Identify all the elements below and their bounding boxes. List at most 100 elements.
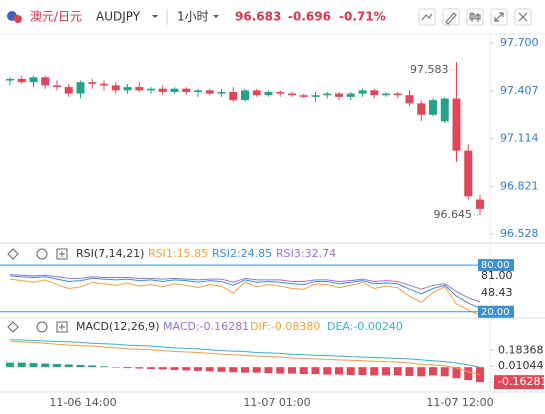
histogram-bar (299, 367, 308, 375)
fullscreen-button[interactable] (490, 8, 508, 26)
candle-body (299, 95, 308, 97)
candle-body (147, 88, 155, 91)
histogram-bar (123, 367, 132, 369)
histogram-bar (241, 367, 249, 373)
draw-button[interactable] (442, 8, 460, 26)
legend-entry: MACD:-0.16281 (163, 320, 249, 333)
candle-body (170, 88, 179, 92)
candle-body (205, 90, 214, 94)
y-tick-label: 97.407 (500, 84, 539, 97)
hide-icon[interactable] (7, 248, 19, 260)
candle-body (6, 78, 14, 81)
candle-body (429, 100, 437, 115)
y-tick-label: -0.16281 (498, 375, 545, 388)
change: -0.696 (288, 10, 331, 24)
histogram-bar (158, 367, 167, 370)
flag-icon (14, 15, 22, 23)
settings-icon[interactable] (36, 248, 48, 260)
candle-body (135, 87, 144, 91)
histogram-bar (76, 364, 85, 368)
y-tick-label: 96.821 (500, 179, 539, 192)
histogram-bar (135, 367, 144, 369)
y-tick-label: 0.01044 (498, 359, 544, 372)
candle-body (370, 90, 379, 96)
histogram-bar (311, 367, 320, 375)
histogram-bar (464, 367, 473, 381)
close-button[interactable] (514, 8, 532, 26)
candle-body (452, 98, 461, 151)
candle-body (358, 90, 367, 94)
settings-icon[interactable] (36, 321, 48, 333)
histogram-bar (440, 367, 449, 377)
dropdown-icon[interactable] (152, 15, 158, 18)
dropdown-icon[interactable] (213, 15, 219, 18)
x-tick-label: 11-07 12:00 (426, 396, 493, 409)
header: 澳元/日元 AUDJPY 1小时 96.683 -0.696 -0.71% (7, 8, 532, 26)
close-icon (518, 12, 528, 22)
x-tick-label: 11-06 14:00 (49, 396, 116, 409)
candle-body (335, 93, 343, 97)
price: 96.683 (235, 10, 281, 24)
histogram-bar (264, 367, 273, 374)
candle-body (111, 85, 120, 91)
histogram-bar (288, 367, 296, 374)
tick-label-box (494, 375, 544, 390)
indicator-button[interactable] (418, 8, 436, 26)
histogram-bar (194, 367, 202, 371)
scale-label: 48.43 (481, 286, 513, 299)
candle-body (405, 95, 414, 104)
histogram-bar (182, 367, 191, 371)
x-tick-label: 11-07 01:00 (243, 396, 310, 409)
candle-body (123, 87, 132, 91)
candle-body (476, 199, 484, 209)
histogram-bar (429, 367, 437, 376)
histogram-bar (252, 367, 261, 373)
candle-body (464, 150, 473, 197)
candle-body (17, 78, 26, 83)
histogram-bar (405, 367, 414, 376)
candle-body (417, 103, 426, 115)
legend-entry: RSI1:15.85 (148, 247, 208, 260)
histogram-bar (335, 367, 343, 375)
tick-label-box (478, 305, 514, 318)
candle-body (440, 98, 449, 122)
candle-body (41, 77, 50, 86)
symbol-code[interactable]: AUDJPY (96, 10, 141, 24)
indicator-line (9, 340, 481, 376)
candle-body (288, 93, 296, 96)
candle-body (100, 83, 108, 86)
histogram-bar (358, 367, 367, 375)
legend-entry: DIF:-0.08380 (250, 320, 320, 333)
legend-entry: RSI3:32.74 (276, 247, 336, 260)
histogram-bar (64, 364, 73, 368)
candle-button[interactable] (466, 8, 484, 26)
y-tick-label: 0.18368 (498, 343, 544, 356)
histogram-bar (217, 367, 226, 372)
y-tick-label: 20.00 (481, 307, 510, 318)
indicator-line (9, 278, 481, 316)
histogram-bar (205, 367, 214, 372)
change-pct: -0.71% (339, 10, 386, 24)
candle-body (194, 90, 202, 92)
legend-entry: RSI2:24.85 (212, 247, 272, 260)
histogram-bar (147, 367, 155, 370)
add-icon[interactable] (56, 321, 68, 333)
add-icon (59, 324, 65, 330)
candle-body (311, 95, 320, 97)
histogram-bar (41, 363, 50, 368)
tick-label-box (478, 259, 514, 272)
candle-body (53, 85, 61, 88)
candle-body (323, 93, 332, 96)
interval[interactable]: 1小时 (177, 10, 209, 24)
hide-icon[interactable] (7, 321, 19, 333)
symbol-name: 澳元/日元 (30, 10, 82, 24)
histogram-bar (382, 367, 390, 376)
add-icon[interactable] (56, 248, 68, 260)
histogram-bar (346, 367, 355, 375)
candle-body (64, 87, 73, 94)
candle-body (29, 77, 38, 83)
candle-body (382, 93, 390, 96)
histogram-bar (452, 367, 461, 379)
candle-body (264, 91, 273, 96)
